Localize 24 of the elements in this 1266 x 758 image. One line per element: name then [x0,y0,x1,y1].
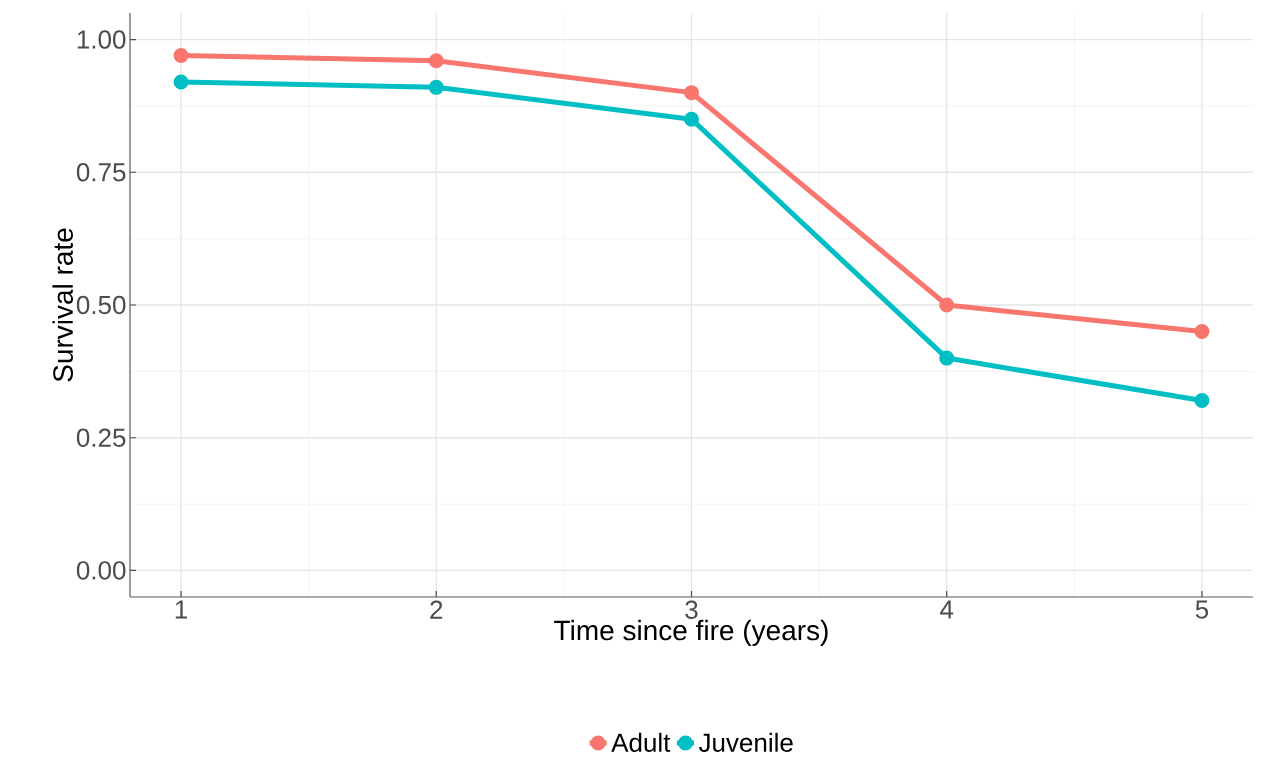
legend-label: Juvenile [698,732,793,752]
point [683,111,699,127]
x-tick-label: 2 [430,600,443,619]
point [1194,324,1210,340]
y-tick-label: 0.50 [76,295,126,315]
point [428,53,444,69]
point [173,47,189,63]
point [939,297,955,313]
y-axis-title: Survival rate [52,228,73,382]
x-tick-label: 3 [685,600,698,619]
point [173,74,189,90]
y-tick-label: 0.00 [76,561,126,580]
x-axis-title: Time since fire (years) [554,619,828,646]
point [428,79,444,95]
x-tick-label: 4 [940,600,954,619]
y-tick-label: 0.25 [76,428,126,447]
point [1194,393,1210,409]
point [939,350,955,366]
x-tick-label: 5 [1195,600,1209,619]
y-tick-label: 0.75 [76,163,126,182]
legend-label: Adult [611,732,671,752]
y-tick-label: 1.00 [77,30,126,49]
point [683,85,699,101]
x-tick-label: 1 [175,600,188,619]
